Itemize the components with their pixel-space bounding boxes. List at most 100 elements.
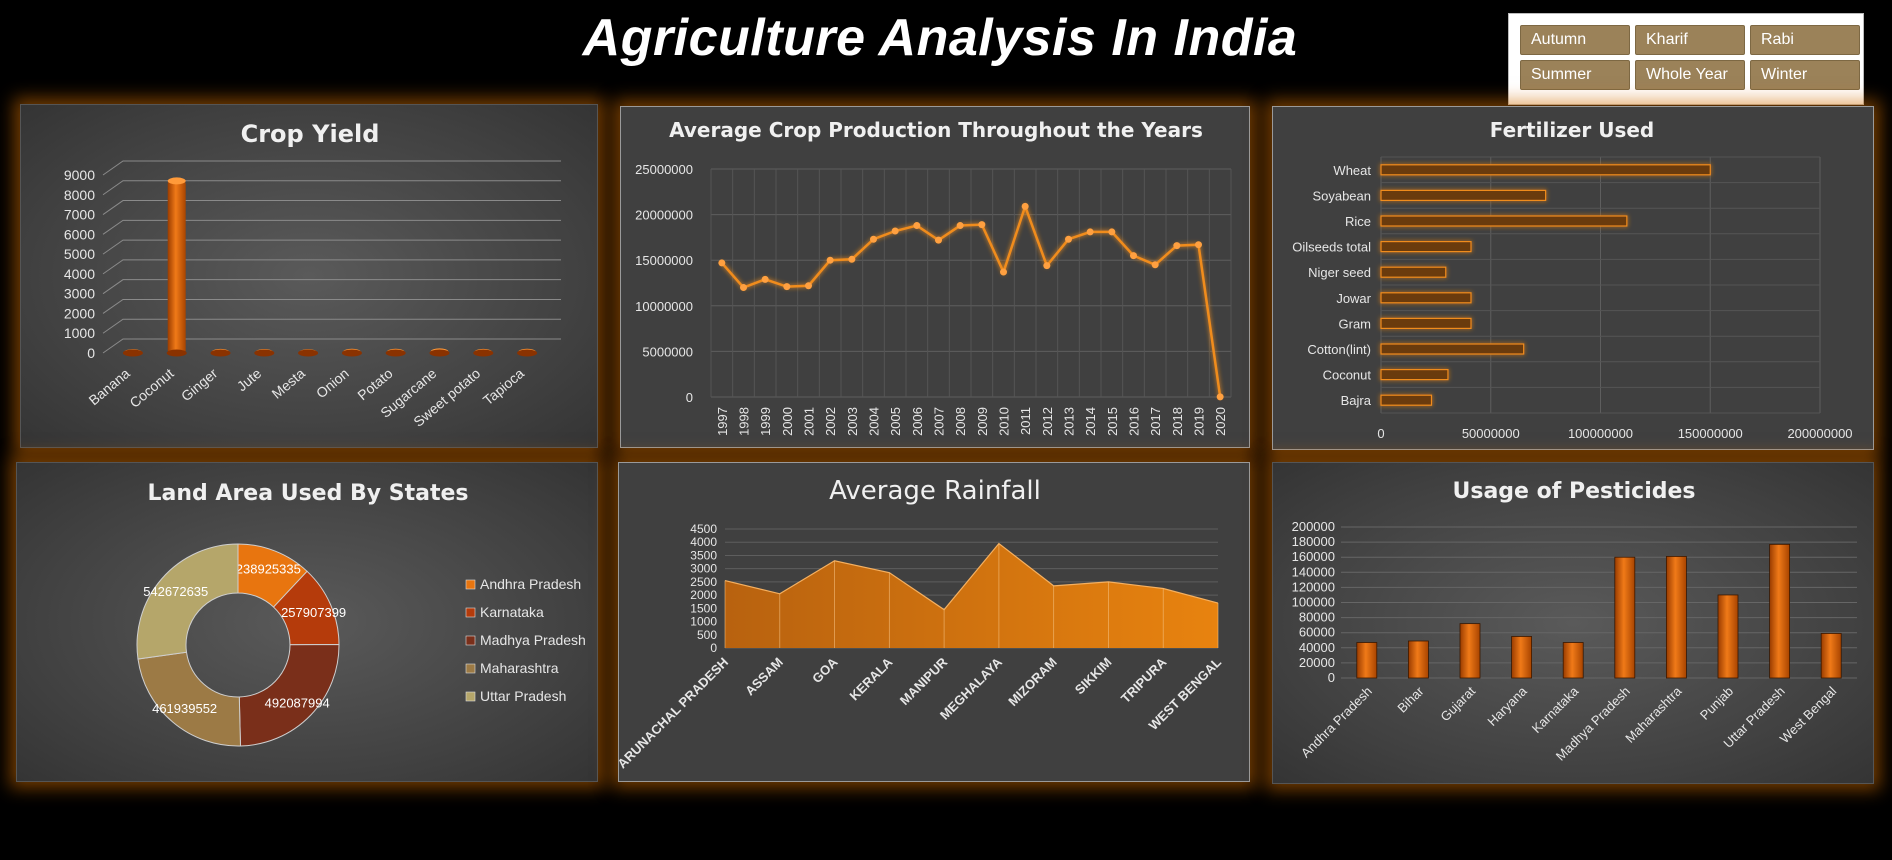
data-point [913, 222, 921, 230]
x-tick-label: GOA [809, 654, 841, 686]
bar-base [473, 349, 494, 357]
x-tick-label: TRIPURA [1118, 654, 1170, 706]
bar [1380, 369, 1449, 381]
series-line [720, 202, 1222, 398]
chart-title: Average Rainfall [829, 476, 1041, 506]
y-tick-label: 20000000 [635, 208, 693, 223]
bar [1380, 241, 1472, 253]
legend-swatch [465, 579, 476, 590]
bar [1614, 556, 1636, 679]
x-tick-label: Jute [234, 365, 265, 394]
x-tick-label: 2005 [888, 407, 903, 436]
bar [1380, 394, 1433, 406]
y-tick-label: 1000 [690, 615, 717, 629]
slicer-kharif-button[interactable]: Kharif [1635, 25, 1745, 55]
data-label: 542672635 [143, 584, 208, 599]
x-tick-label: KERALA [847, 654, 896, 703]
data-point [978, 221, 986, 229]
bar-cap [167, 177, 186, 185]
y-tick-label: Wheat [1333, 163, 1371, 178]
pie-slice [137, 651, 242, 747]
slicer-summer-button[interactable]: Summer [1520, 60, 1630, 90]
gridline [102, 298, 561, 314]
legend-label: Karnataka [480, 604, 544, 620]
legend-label: Uttar Pradesh [480, 688, 566, 704]
pie-slice [238, 644, 340, 747]
data-point [1173, 242, 1181, 250]
y-tick-label: 0 [710, 641, 717, 655]
data-point [1021, 202, 1029, 210]
data-point [805, 282, 812, 290]
slicer-autumn-button[interactable]: Autumn [1520, 25, 1630, 55]
chart-title: Fertilizer Used [1490, 118, 1654, 142]
slicer-winter-button[interactable]: Winter [1750, 60, 1860, 90]
y-tick-label: 3000 [64, 286, 95, 302]
avg-production-chart: Average Crop Production Throughout the Y… [620, 106, 1250, 448]
bar-base [254, 349, 275, 357]
y-tick-label: 1500 [690, 601, 717, 615]
y-tick-label: 0 [87, 345, 95, 361]
x-tick-label: 2009 [975, 407, 990, 436]
area-fill [725, 543, 1218, 648]
x-tick-label: 2003 [845, 407, 860, 436]
slicer-rabi-button[interactable]: Rabi [1750, 25, 1860, 55]
gridline [102, 219, 561, 235]
bar-base [166, 349, 187, 357]
bar [1380, 343, 1525, 355]
y-tick-label: 8000 [64, 187, 95, 203]
y-tick-label: 0 [1328, 670, 1335, 685]
y-tick-label: 160000 [1292, 549, 1335, 564]
y-tick-label: 15000000 [635, 253, 693, 268]
bar-base [517, 349, 538, 357]
x-tick-label: Andhra Pradesh [1298, 684, 1375, 761]
gridline [102, 239, 561, 255]
x-tick-label: Mesta [269, 365, 309, 402]
gridline [102, 259, 561, 275]
x-tick-label: ARUNACHAL PRADESH [619, 655, 731, 772]
x-tick-label: 2007 [932, 407, 947, 436]
y-tick-label: Niger seed [1308, 265, 1371, 280]
bar [1380, 317, 1472, 329]
x-tick-label: 1997 [715, 407, 730, 436]
legend-label: Madhya Pradesh [480, 632, 586, 648]
pesticides-chart: Usage of Pesticides 0 20000 40000 60000 80000… [1272, 462, 1874, 784]
chart-title: Crop Yield [241, 120, 380, 148]
data-point [1216, 393, 1224, 401]
gridline [102, 338, 561, 354]
bar [1562, 642, 1584, 679]
x-tick-label: 2000 [780, 407, 795, 436]
bar [1769, 543, 1791, 679]
y-tick-label: 3000 [690, 562, 717, 576]
x-tick-label: 2016 [1127, 407, 1142, 436]
data-point [1130, 252, 1137, 260]
data-point [1043, 262, 1051, 270]
data-point [1086, 228, 1094, 236]
rainfall-chart: Average Rainfall 0 500 1000 1500 2000 2500 3000… [618, 462, 1250, 782]
x-tick-label: 2017 [1148, 407, 1163, 436]
y-tick-label: 2000 [690, 588, 717, 602]
y-tick-label: 7000 [64, 207, 95, 223]
y-tick-label: 120000 [1292, 579, 1335, 594]
x-tick-label: 2011 [1018, 407, 1033, 435]
y-tick-label: 200000 [1292, 519, 1335, 534]
y-tick-label: 180000 [1292, 534, 1335, 549]
legend-label: Andhra Pradesh [480, 576, 581, 592]
y-tick-label: Gram [1339, 316, 1372, 331]
bar [1356, 642, 1378, 679]
x-tick-label: 2014 [1083, 407, 1098, 436]
y-tick-label: 40000 [1299, 640, 1335, 655]
data-point [956, 222, 964, 230]
bar-base [298, 349, 319, 357]
y-tick-label: 10000000 [635, 299, 693, 314]
x-tick-label: ASSAM [742, 655, 786, 699]
x-tick-label: 2018 [1170, 407, 1185, 436]
y-tick-label: 4000 [64, 266, 95, 282]
slicer-whole-year-button[interactable]: Whole Year [1635, 60, 1745, 90]
x-tick-label: Haryana [1484, 683, 1530, 729]
data-point [935, 236, 942, 244]
season-slicer: Autumn Kharif Rabi Summer Whole Year Win… [1508, 13, 1864, 105]
y-tick-label: 25000000 [635, 162, 693, 177]
y-tick-label: 140000 [1292, 564, 1335, 579]
y-tick-label: 80000 [1299, 610, 1335, 625]
x-tick-label: Karnataka [1529, 683, 1582, 736]
